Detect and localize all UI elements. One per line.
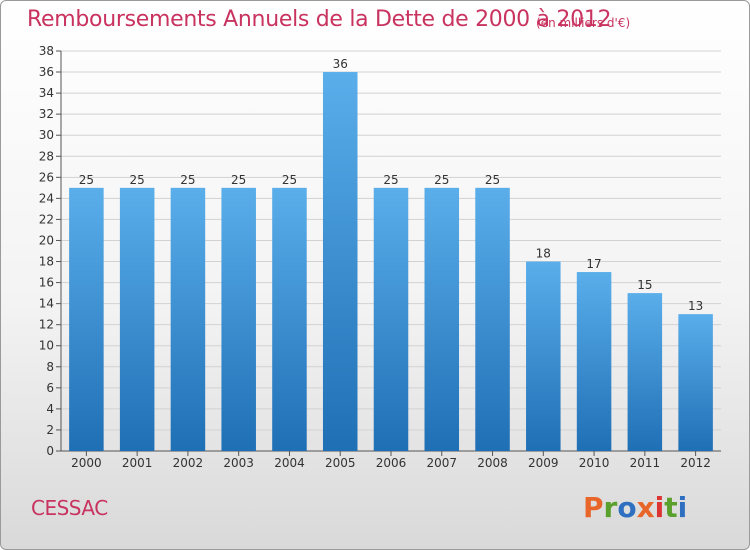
bars — [69, 72, 713, 451]
brand-letter: t — [664, 491, 678, 524]
y-tick-label: 10 — [39, 339, 54, 353]
y-tick-label: 2 — [46, 423, 54, 437]
y-tick-label: 16 — [39, 276, 54, 290]
data-label: 25 — [79, 173, 94, 187]
brand-letter: P — [583, 491, 604, 524]
data-label: 18 — [536, 247, 551, 261]
x-tick-label: 2001 — [122, 456, 153, 470]
y-tick-label: 34 — [39, 86, 54, 100]
y-tick-label: 12 — [39, 318, 54, 332]
data-label: 25 — [130, 173, 145, 187]
x-tick-label: 2006 — [376, 456, 407, 470]
data-label: 25 — [434, 173, 449, 187]
bar — [170, 187, 206, 451]
y-tick-label: 30 — [39, 128, 54, 142]
data-label: 36 — [333, 57, 348, 71]
data-label: 13 — [688, 299, 703, 313]
x-tick-label: 2012 — [680, 456, 711, 470]
bar — [424, 187, 460, 451]
brand-letter: x — [636, 491, 655, 524]
data-label: 15 — [637, 278, 652, 292]
data-label: 25 — [282, 173, 297, 187]
bar — [272, 187, 307, 451]
labels: 0246810121416182022242628303234363825200… — [39, 44, 711, 470]
bar — [69, 187, 104, 451]
y-tick-label: 26 — [39, 170, 54, 184]
bar — [119, 187, 155, 451]
x-tick-label: 2009 — [528, 456, 559, 470]
y-tick-label: 24 — [39, 191, 54, 205]
data-label: 17 — [586, 257, 601, 271]
bar — [373, 187, 409, 451]
data-label: 25 — [231, 173, 246, 187]
x-tick-label: 2011 — [630, 456, 661, 470]
chart-title: Remboursements Annuels de la Dette de 20… — [27, 7, 612, 32]
brand-letter: r — [603, 491, 618, 524]
x-tick-label: 2008 — [477, 456, 508, 470]
y-tick-label: 20 — [39, 233, 54, 247]
y-tick-label: 28 — [39, 149, 54, 163]
x-tick-label: 2005 — [325, 456, 356, 470]
bar — [576, 272, 612, 451]
chart-subtitle: (en milliers d'€) — [536, 16, 631, 30]
bar — [526, 261, 561, 451]
bar — [322, 72, 358, 451]
bar — [627, 293, 663, 451]
x-tick-label: 2007 — [426, 456, 457, 470]
x-tick-label: 2002 — [173, 456, 204, 470]
brand-logo[interactable]: Proxiti — [583, 491, 687, 524]
y-tick-label: 8 — [46, 360, 54, 374]
brand-letter: i — [677, 491, 688, 524]
y-tick-label: 32 — [39, 107, 54, 121]
y-tick-label: 38 — [39, 44, 54, 58]
data-label: 25 — [383, 173, 398, 187]
bar — [221, 187, 256, 451]
data-label: 25 — [180, 173, 195, 187]
x-tick-label: 2010 — [579, 456, 610, 470]
brand-letter: i — [654, 491, 665, 524]
y-tick-label: 0 — [46, 444, 54, 458]
brand-letter: o — [617, 491, 637, 524]
y-tick-label: 18 — [39, 255, 54, 269]
x-tick-label: 2003 — [223, 456, 254, 470]
y-tick-label: 36 — [39, 65, 54, 79]
data-label: 25 — [485, 173, 500, 187]
y-tick-label: 22 — [39, 212, 54, 226]
bar — [475, 187, 510, 451]
x-tick-label: 2004 — [274, 456, 305, 470]
y-tick-label: 14 — [39, 297, 54, 311]
y-tick-label: 6 — [46, 381, 54, 395]
bar — [678, 314, 713, 451]
place-name: CESSAC — [31, 496, 108, 520]
y-tick-label: 4 — [46, 402, 54, 416]
x-tick-label: 2000 — [71, 456, 102, 470]
